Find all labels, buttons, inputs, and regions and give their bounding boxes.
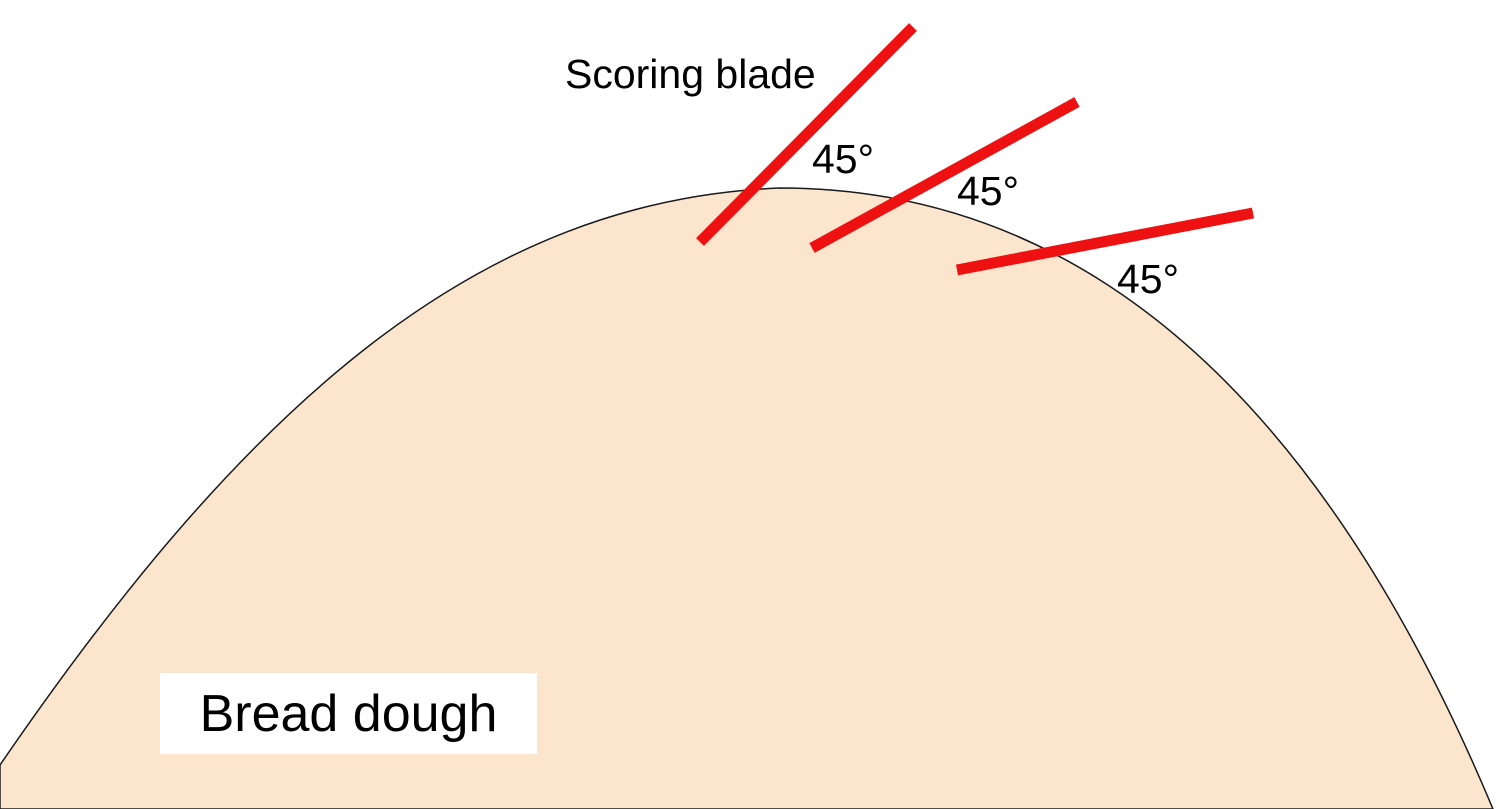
angle-label-1: 45° (812, 136, 875, 182)
angle-label-2: 45° (957, 168, 1020, 214)
scoring-blade-line-2 (809, 97, 1080, 253)
bread-dough-label-box: Bread dough (160, 673, 537, 754)
scoring-blade-label: Scoring blade (565, 51, 816, 97)
bread-dough-shape (0, 187, 1494, 809)
bread-dough-label: Bread dough (199, 684, 498, 743)
scoring-blade-line-1 (696, 23, 917, 246)
scoring-blade-line-3 (955, 207, 1255, 276)
angle-label-3: 45° (1117, 256, 1180, 302)
